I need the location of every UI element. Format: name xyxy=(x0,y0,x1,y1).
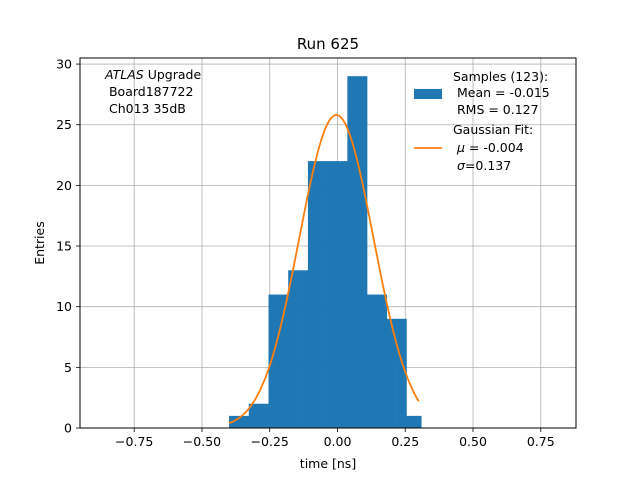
histogram-bar xyxy=(317,161,328,429)
x-tick-label: 0.50 xyxy=(459,434,487,449)
legend: Samples (123): Mean = -0.015 RMS = 0.127… xyxy=(414,69,550,173)
y-tick-label: 20 xyxy=(56,178,72,193)
legend-samples-mean: Mean = -0.015 xyxy=(453,85,550,100)
annotation-box: ATLAS Upgrade Board187722 Ch013 35dB xyxy=(104,67,201,116)
y-tick-label: 0 xyxy=(64,421,72,436)
histogram-bar xyxy=(396,318,407,428)
histogram-bar xyxy=(307,161,319,429)
chart-title: Run 625 xyxy=(297,35,359,53)
y-axis-ticks: 0 5 10 15 20 25 30 xyxy=(56,57,80,436)
histogram-bar xyxy=(337,161,348,429)
legend-fit-mu: μ = -0.004 xyxy=(456,140,524,155)
histogram-bar xyxy=(288,270,299,428)
x-tick-label: −0.25 xyxy=(251,434,289,449)
histogram-bar xyxy=(376,294,388,428)
legend-fit-title: Gaussian Fit: xyxy=(453,122,533,137)
y-tick-label: 10 xyxy=(56,299,72,314)
y-tick-label: 15 xyxy=(56,239,72,254)
histogram-bar xyxy=(248,403,259,428)
legend-mu-value: = -0.004 xyxy=(465,140,524,155)
histogram-bar xyxy=(298,270,309,428)
legend-samples-swatch xyxy=(414,89,442,99)
annotation-line-2: Board187722 xyxy=(105,84,193,99)
histogram-bar xyxy=(258,403,269,428)
annotation-line-1: ATLAS Upgrade xyxy=(104,67,201,82)
histogram-bar xyxy=(347,76,358,429)
legend-mu-symbol: μ xyxy=(456,140,465,155)
histogram-bar xyxy=(278,294,289,428)
histogram-bar xyxy=(386,318,397,428)
annotation-line-3: Ch013 35dB xyxy=(105,101,186,116)
histogram-bar xyxy=(268,294,279,428)
plot-frame xyxy=(79,57,577,429)
x-tick-label: 0.75 xyxy=(527,434,555,449)
x-tick-label: 0.00 xyxy=(324,434,352,449)
histogram-bar xyxy=(406,415,417,428)
x-tick-label: 0.25 xyxy=(391,434,419,449)
gaussian-fit xyxy=(228,114,420,425)
y-tick-label: 5 xyxy=(64,360,72,375)
legend-samples-title: Samples (123): xyxy=(453,69,548,84)
histogram-bars xyxy=(229,76,422,429)
histogram-bar xyxy=(416,415,422,428)
x-tick-label: −0.50 xyxy=(183,434,221,449)
annotation-atlas: ATLAS xyxy=(104,67,144,82)
x-tick-label: −0.75 xyxy=(115,434,153,449)
y-axis-label: Entries xyxy=(32,221,47,265)
legend-fit-sigma: σ=0.137 xyxy=(457,158,511,173)
legend-samples-rms: RMS = 0.127 xyxy=(453,102,539,117)
histogram-bar xyxy=(238,415,250,428)
histogram-bar xyxy=(327,161,338,429)
legend-sigma-symbol: σ xyxy=(457,158,466,173)
gaussian-fit-line xyxy=(228,114,420,425)
histogram-bar xyxy=(357,76,368,429)
x-axis-label: time [ns] xyxy=(300,456,356,471)
x-axis-ticks: −0.75 −0.50 −0.25 0.00 0.25 0.50 0.75 xyxy=(115,428,555,449)
legend-sigma-value: =0.137 xyxy=(465,158,511,173)
histogram-bar xyxy=(367,294,378,428)
y-tick-label: 30 xyxy=(56,57,72,72)
annotation-upgrade: Upgrade xyxy=(144,67,202,82)
y-tick-label: 25 xyxy=(56,117,72,132)
